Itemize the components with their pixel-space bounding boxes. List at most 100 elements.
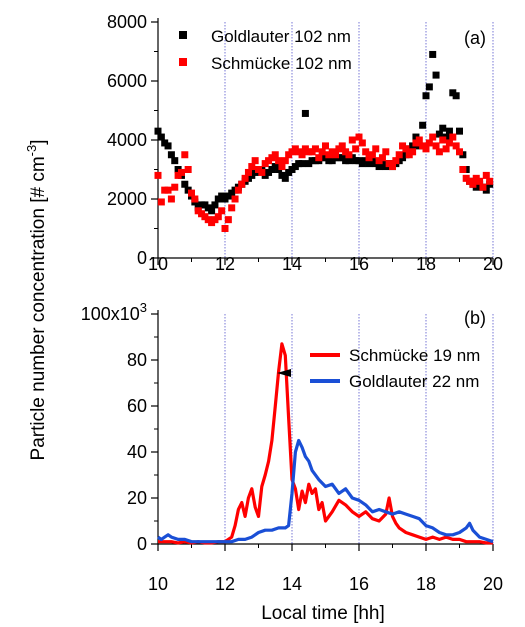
x-tick-label: 14 [282, 574, 302, 594]
scatter-point [358, 139, 366, 147]
scatter-point [167, 195, 175, 203]
panel-b: 10 12 14 16 18 20 0 20 40 60 80 100x103 (b) Schmück… [81, 300, 503, 624]
x-tick-label: 12 [215, 574, 235, 594]
x-tick-label: 16 [349, 574, 369, 594]
panel-b-grid [224, 314, 494, 544]
scatter-point [372, 145, 380, 153]
scatter-point [439, 136, 447, 144]
scatter-point [322, 142, 329, 150]
scatter-point [355, 133, 363, 141]
x-tick-label: 18 [416, 574, 436, 594]
scatter-point [415, 136, 423, 144]
scatter-point [251, 157, 259, 165]
x-tick-label: 18 [416, 254, 436, 274]
y-tick-label: 80 [127, 350, 147, 370]
y-tick-label: 8000 [107, 12, 147, 32]
scatter-point [432, 142, 440, 150]
scatter-point [422, 145, 430, 153]
scatter-point [479, 183, 487, 191]
scatter-point [315, 154, 323, 162]
x-tick-label: 16 [349, 254, 369, 274]
scatter-point [157, 198, 165, 206]
scatter-point [449, 133, 457, 141]
scatter-point [452, 92, 460, 100]
scatter-point [248, 163, 256, 171]
scatter-point [338, 142, 346, 150]
scatter-point [191, 195, 199, 203]
scatter-point [486, 177, 494, 185]
scatter-point [278, 163, 286, 171]
scatter-point [442, 145, 450, 153]
scatter-point [211, 201, 219, 209]
scatter-point [445, 139, 453, 147]
scatter-point [154, 127, 162, 135]
panel-a-legend: Goldlauter 102 nm Schmücke 102 nm [179, 27, 352, 73]
scatter-point [368, 151, 376, 159]
scatter-point [389, 163, 396, 171]
x-tick-label: 10 [148, 254, 168, 274]
scatter-point [181, 151, 189, 159]
scatter-point [382, 148, 390, 156]
scatter-point [271, 151, 279, 159]
scatter-point [184, 166, 192, 173]
scatter-point [311, 145, 319, 153]
scatter-point [469, 180, 477, 188]
x-tick-label: 10 [148, 574, 168, 594]
scatter-point [275, 157, 283, 165]
scatter-point [171, 183, 179, 191]
scatter-point [188, 189, 195, 197]
scatter-point [281, 174, 289, 182]
panel-a-ticks: 10 12 14 16 18 20 0 2000 4000 6000 8000 [107, 12, 503, 274]
scatter-point [392, 157, 400, 165]
panel-a-label: (a) [464, 28, 486, 48]
scatter-point [452, 142, 460, 150]
scatter-point [445, 127, 453, 135]
scatter-point [419, 121, 427, 129]
scatter-point [154, 171, 162, 179]
legend-marker-schmuecke-102 [179, 58, 187, 66]
scatter-point [348, 136, 356, 144]
scatter-point [228, 204, 236, 212]
scatter-point [258, 168, 266, 176]
scatter-point [425, 139, 433, 147]
x-tick-label: 14 [282, 254, 302, 274]
scatter-point [238, 180, 246, 188]
scatter-point [301, 109, 309, 117]
y-tick-label: 60 [127, 396, 147, 416]
y-tick-label: 2000 [107, 189, 147, 209]
x-tick-label: 20 [483, 254, 503, 274]
scatter-point [429, 133, 437, 141]
scatter-point [425, 83, 433, 91]
x-axis-title: Local time [hh] [261, 603, 385, 624]
scatter-point [482, 171, 490, 179]
y-tick-label: 0 [137, 248, 147, 268]
y-tick-label: 6000 [107, 71, 147, 91]
scatter-point [432, 71, 440, 79]
scatter-point [157, 133, 165, 141]
scatter-point [395, 151, 403, 159]
scatter-point [318, 148, 326, 156]
scatter-point [476, 177, 484, 185]
scatter-point [218, 207, 226, 215]
scatter-point [164, 186, 172, 194]
scatter-point [362, 148, 370, 156]
shift-arrow [277, 369, 291, 377]
y-tick-exponent: 3 [140, 300, 147, 315]
scatter-point [345, 151, 353, 159]
scatter-point [332, 151, 340, 159]
panel-a: 10 12 14 16 18 20 0 2000 4000 6000 8000 (a) Goldla… [107, 12, 503, 274]
x-tick-label: 20 [483, 574, 503, 594]
scatter-point [231, 195, 239, 203]
legend-label-schmuecke-19: Schmücke 19 nm [349, 346, 480, 365]
scatter-point [224, 216, 232, 224]
scatter-point [221, 225, 229, 232]
scatter-point [298, 160, 306, 168]
y-tick-label: 0 [137, 534, 147, 554]
panel-b-label: (b) [464, 308, 486, 328]
scatter-point [402, 145, 410, 153]
scatter-point [422, 92, 430, 100]
scatter-point [435, 148, 443, 156]
scatter-point [352, 145, 360, 153]
series-line [158, 342, 493, 545]
panel-b-legend: Schmücke 19 nm Goldlauter 22 nm [310, 346, 480, 391]
